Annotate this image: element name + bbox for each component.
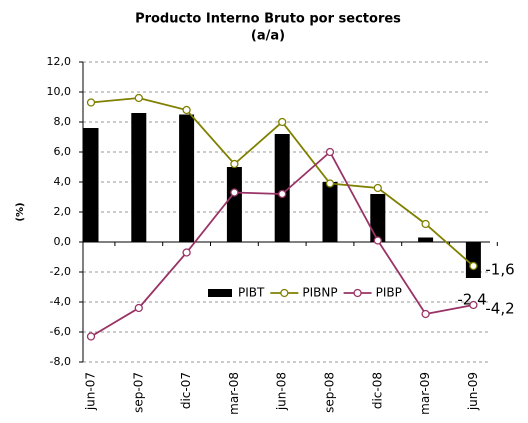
- point: [278, 189, 287, 199]
- y-tick-label: -4,0: [50, 295, 71, 308]
- bar: [465, 242, 481, 278]
- data-label: -4,2: [485, 300, 514, 318]
- point: [325, 147, 335, 157]
- bar: [131, 113, 147, 242]
- point: [134, 303, 143, 313]
- point: [469, 300, 478, 310]
- bar: [226, 167, 242, 242]
- x-tick-label: sep-07: [131, 372, 145, 413]
- point: [230, 159, 239, 169]
- y-tick-label: 2,0: [54, 205, 72, 218]
- point: [278, 117, 287, 127]
- y-tick-label: 4,0: [54, 175, 72, 188]
- y-tick-label: -6,0: [50, 325, 71, 338]
- data-label: -1,6: [485, 261, 514, 279]
- x-tick-label: jun-09: [466, 372, 480, 411]
- legend-swatch: [280, 288, 289, 298]
- point: [182, 105, 191, 115]
- y-tick-label: 0,0: [54, 235, 72, 248]
- point: [182, 248, 191, 257]
- legend-label: PIBT: [238, 286, 265, 300]
- point: [86, 98, 96, 107]
- y-tick-label: 6,0: [54, 145, 72, 158]
- y-tick-label: 10,0: [47, 85, 72, 98]
- legend-swatch: [353, 288, 362, 298]
- point: [373, 236, 382, 245]
- bar: [274, 134, 290, 242]
- x-tick-label: mar-08: [227, 372, 241, 415]
- y-tick-label: -8,0: [50, 355, 71, 368]
- x-tick-label: jun-08: [275, 372, 289, 411]
- point: [325, 179, 335, 188]
- legend-label: PIBP: [376, 286, 402, 300]
- x-tick-label: jun-07: [84, 372, 98, 411]
- y-tick-label: -2,0: [50, 265, 71, 278]
- data-label: -2,4: [457, 291, 486, 309]
- bar: [418, 237, 434, 242]
- chart-title: Producto Interno Bruto por sectores: [135, 12, 401, 27]
- bar: [322, 182, 338, 242]
- chart-subtitle: (a/a): [251, 29, 285, 44]
- y-tick-label: 12,0: [47, 55, 72, 68]
- x-tick-label: mar-09: [418, 372, 432, 415]
- point: [469, 261, 478, 271]
- bar: [370, 194, 386, 242]
- point: [86, 332, 96, 341]
- bar: [179, 114, 195, 242]
- x-tick-label: dic-08: [370, 372, 384, 409]
- point: [230, 188, 239, 197]
- y-axis-label: (%): [15, 202, 26, 221]
- x-tick-label: sep-08: [323, 372, 337, 413]
- legend-swatch: [208, 289, 232, 297]
- point: [373, 183, 382, 193]
- point: [421, 309, 430, 319]
- legend-label: PIBNP: [302, 286, 337, 300]
- x-tick-label: dic-07: [179, 372, 193, 409]
- y-tick-label: 8,0: [54, 115, 72, 128]
- point: [421, 219, 430, 229]
- point: [134, 93, 143, 103]
- bar: [83, 128, 99, 242]
